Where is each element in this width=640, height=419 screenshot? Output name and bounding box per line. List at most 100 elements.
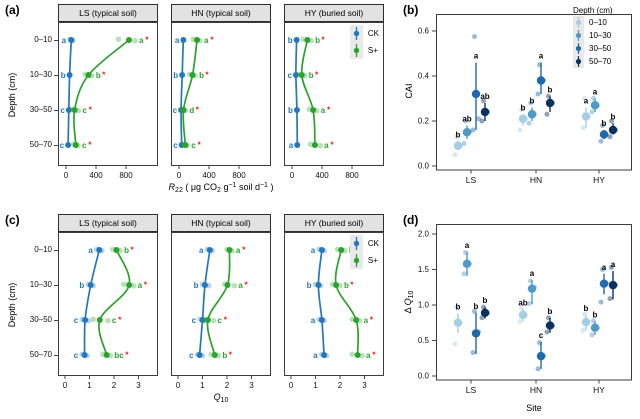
panel-d-tag: (d) (403, 213, 419, 227)
splus-dot (194, 37, 200, 43)
plot-border (436, 224, 632, 381)
depth-legend-item: 10–30 (573, 29, 637, 42)
ck-dot (201, 282, 208, 288)
legend-dot-icon (575, 45, 582, 52)
x-tick-label: 0 (288, 381, 294, 390)
legend-label: 0–10 (589, 18, 607, 27)
splus-sig-letter: a (238, 281, 243, 290)
ck-dot (65, 107, 72, 113)
x-tick-label: LS (466, 175, 477, 185)
legend-dot-icon (575, 19, 582, 26)
ck-line (67, 39, 73, 146)
ck-sig-letter: c (60, 106, 65, 115)
ck-sig-letter: a (175, 36, 180, 45)
sig-letter: b (456, 130, 461, 139)
significance-star: * (125, 349, 129, 359)
plot-border (171, 232, 271, 376)
ck-sig-letter: c (60, 141, 65, 150)
label-part: −1 (228, 182, 237, 189)
significance-star: * (118, 314, 122, 324)
plot-border (284, 232, 384, 376)
splus-dot (310, 107, 317, 113)
x-tick-label: 2 (111, 381, 117, 390)
facet-title: LS (typical soil) (58, 4, 158, 22)
splus-dot (211, 352, 218, 358)
splus-sig-letter: c (82, 106, 87, 115)
y-tick-label: 0–10 (34, 245, 52, 254)
splus-sig-letter: b (309, 71, 314, 80)
replicate-dot (526, 301, 532, 307)
significance-star: * (370, 314, 374, 324)
depth-dot (462, 128, 472, 137)
ck-sig-letter: b (194, 281, 199, 290)
replicate-dot (454, 134, 459, 140)
splus-replicate-dot (90, 316, 96, 323)
sig-letter: b (548, 85, 553, 94)
panel-c-y-axis-ticks: 0–10 10–30 30–50 50–70 (14, 232, 52, 380)
splus-dot (180, 107, 187, 113)
y-tick-label: 0.0 (418, 372, 430, 381)
depth-legend-item: 50–70 (573, 55, 637, 68)
replicate-dot (589, 109, 595, 115)
depth-dot (536, 351, 546, 361)
replicate-dot (544, 111, 550, 117)
label-part: g (220, 182, 229, 192)
panel-b-tag: (b) (403, 3, 419, 17)
x-tick-label: 800 (232, 171, 246, 180)
panel-a-facets: LS (typical soil) a b c c a * b * c * c * 0 400 800 HN (… (58, 4, 384, 180)
y-tick-mark (54, 75, 58, 76)
y-tick-label: 50–70 (29, 140, 52, 149)
ck-dot (68, 37, 75, 43)
splus-sig-letter: a (236, 246, 241, 255)
significance-star: * (144, 279, 148, 289)
replicate-dot (528, 100, 533, 106)
ck-sig-letter: c (173, 141, 178, 150)
significance-star: * (88, 139, 92, 149)
splus-dot (298, 72, 305, 78)
y-tick-label: 30–50 (29, 315, 52, 324)
splus-replicate-dot (307, 141, 314, 148)
depth-legend-key (573, 29, 584, 42)
x-tick-labels: 0 400 800 (284, 170, 384, 180)
depth-legend-item: 0–10 (573, 16, 637, 29)
legend-item: S+ (349, 42, 379, 59)
x-tick-labels: 0 400 800 (58, 170, 158, 180)
legend-dot-icon (353, 47, 360, 54)
replicate-dot (452, 341, 458, 347)
splus-dot (182, 142, 189, 148)
sig-letter: b (483, 296, 488, 305)
depth-dot (453, 318, 463, 327)
legend-key-icon (353, 237, 360, 250)
splus-sig-letter: a (138, 281, 143, 290)
sig-letter: a (530, 269, 535, 278)
splus-replicate-dot (115, 36, 122, 43)
splus-sig-letter: a (321, 106, 326, 115)
depth-dot (518, 114, 528, 123)
depth-dot (599, 130, 609, 139)
y-tick-mark (54, 145, 58, 146)
replicate-dot (470, 350, 476, 356)
replicate-dot (582, 96, 587, 101)
replicate-dot (461, 141, 467, 146)
ck-legend-key (349, 235, 363, 252)
ck-dot (294, 142, 301, 148)
ck-dot (179, 72, 186, 78)
legend-dot-icon (575, 32, 582, 39)
replicate-dot (535, 366, 541, 372)
x-tick-label: 0 (175, 381, 181, 390)
label-part: 2 (217, 187, 221, 194)
splus-sig-letter: c (218, 316, 223, 325)
replicate-dot (461, 271, 467, 277)
panel-c-tag: (c) (5, 213, 20, 227)
panel-c: (c) Depth (cm) 0–10 10–30 30–50 50–70 LS (t… (0, 210, 398, 419)
depth-dot (608, 125, 618, 135)
plot-border (58, 232, 158, 376)
depth-dot (590, 323, 600, 332)
splus-line (73, 39, 130, 146)
y-tick-label: 0.6 (418, 27, 430, 36)
ck-sig-letter: a (313, 351, 318, 360)
ck-sig-letter: c (287, 71, 292, 80)
ck-sig-letter: b (79, 281, 84, 290)
